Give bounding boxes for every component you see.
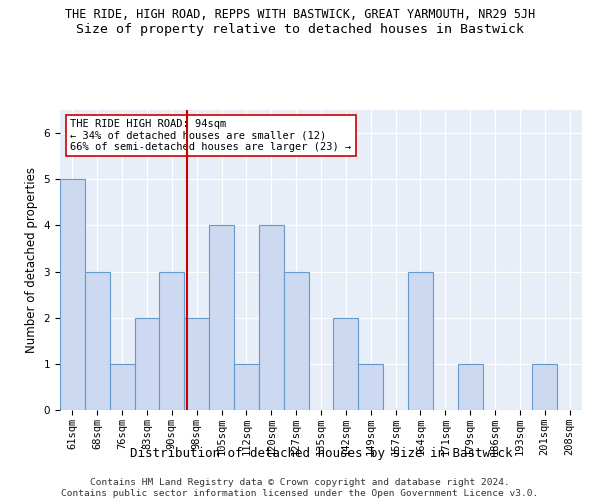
Bar <box>234 364 259 410</box>
Bar <box>259 226 284 410</box>
Bar <box>358 364 383 410</box>
Bar <box>532 364 557 410</box>
Text: Size of property relative to detached houses in Bastwick: Size of property relative to detached ho… <box>76 22 524 36</box>
Text: Distribution of detached houses by size in Bastwick: Distribution of detached houses by size … <box>130 448 512 460</box>
Text: THE RIDE HIGH ROAD: 94sqm
← 34% of detached houses are smaller (12)
66% of semi-: THE RIDE HIGH ROAD: 94sqm ← 34% of detac… <box>70 119 352 152</box>
Bar <box>60 179 85 410</box>
Bar <box>284 272 308 410</box>
Bar <box>334 318 358 410</box>
Text: THE RIDE, HIGH ROAD, REPPS WITH BASTWICK, GREAT YARMOUTH, NR29 5JH: THE RIDE, HIGH ROAD, REPPS WITH BASTWICK… <box>65 8 535 20</box>
Bar <box>458 364 482 410</box>
Bar <box>408 272 433 410</box>
Bar <box>209 226 234 410</box>
Bar <box>110 364 134 410</box>
Y-axis label: Number of detached properties: Number of detached properties <box>25 167 38 353</box>
Bar <box>184 318 209 410</box>
Bar <box>160 272 184 410</box>
Bar <box>85 272 110 410</box>
Bar <box>134 318 160 410</box>
Text: Contains HM Land Registry data © Crown copyright and database right 2024.
Contai: Contains HM Land Registry data © Crown c… <box>61 478 539 498</box>
